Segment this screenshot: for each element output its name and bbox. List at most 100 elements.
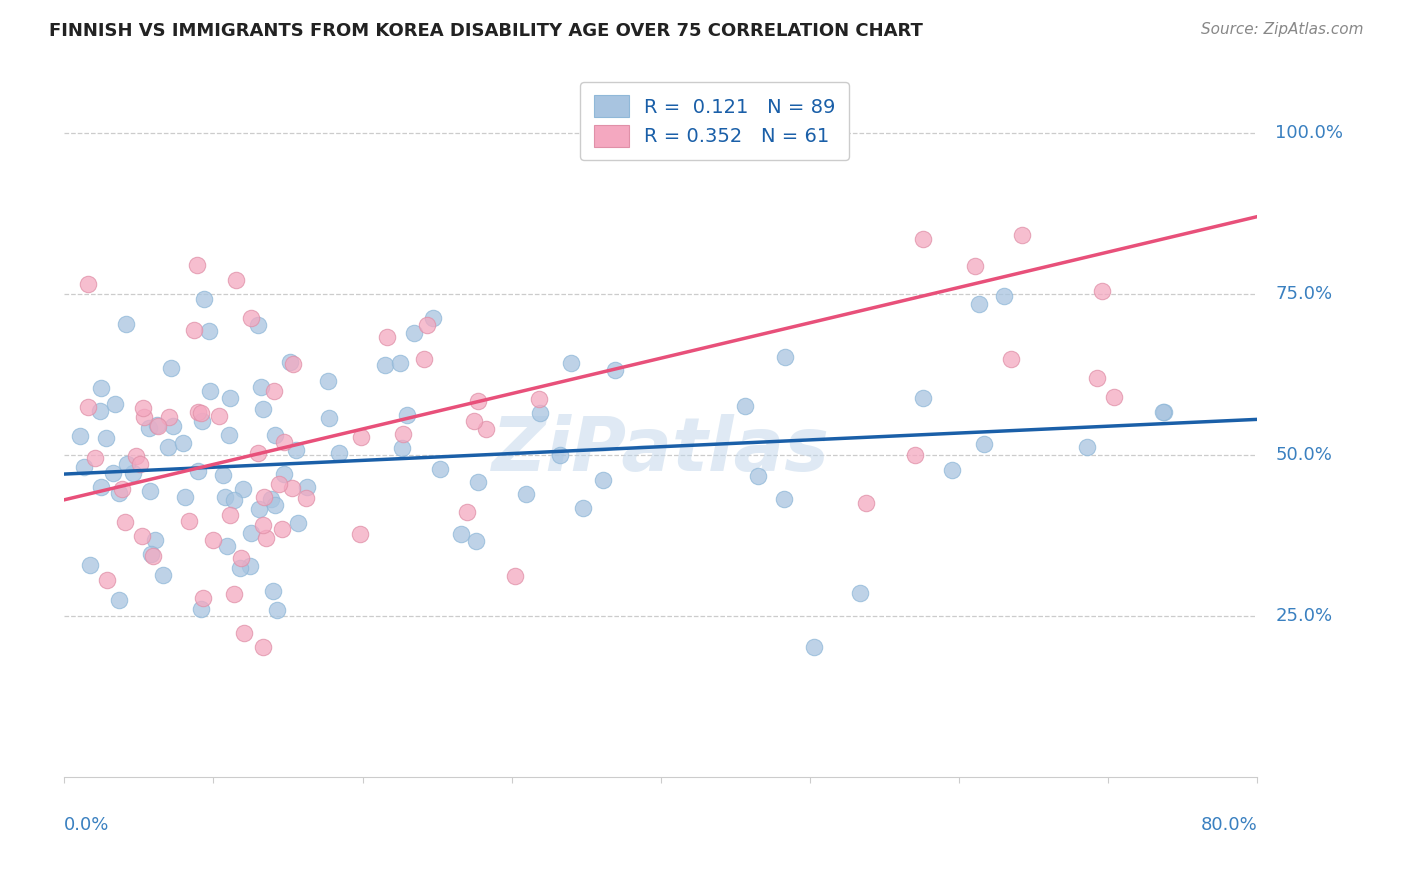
Text: ZiPatlas: ZiPatlas: [492, 415, 830, 487]
Point: [269, 477, 291, 491]
Point: [503, 569, 526, 583]
Point: [183, 323, 205, 337]
Point: [773, 350, 796, 364]
Text: 75.0%: 75.0%: [1275, 285, 1333, 302]
Point: [1011, 227, 1033, 242]
Point: [467, 393, 489, 408]
Text: 0.0%: 0.0%: [65, 815, 110, 833]
Point: [129, 457, 152, 471]
Point: [191, 591, 214, 605]
Point: [114, 515, 136, 529]
Point: [104, 397, 127, 411]
Point: [271, 522, 294, 536]
Point: [350, 430, 373, 444]
Point: [515, 487, 537, 501]
Point: [173, 490, 195, 504]
Point: [247, 502, 270, 516]
Point: [73, 460, 96, 475]
Point: [84, 450, 107, 465]
Point: [294, 491, 316, 505]
Point: [193, 293, 215, 307]
Point: [240, 526, 263, 541]
Point: [572, 500, 595, 515]
Point: [592, 473, 614, 487]
Point: [186, 258, 208, 272]
Point: [239, 559, 262, 574]
Text: 25.0%: 25.0%: [1275, 607, 1333, 624]
Point: [198, 384, 221, 398]
Point: [239, 311, 262, 326]
Point: [973, 436, 995, 450]
Point: [993, 289, 1015, 303]
Point: [76, 401, 98, 415]
Point: [219, 391, 242, 405]
Point: [190, 406, 212, 420]
Point: [375, 330, 398, 344]
Point: [254, 531, 277, 545]
Point: [912, 232, 935, 246]
Point: [115, 318, 138, 332]
Point: [283, 357, 305, 371]
Point: [252, 640, 274, 654]
Point: [402, 326, 425, 340]
Point: [159, 361, 181, 376]
Point: [349, 527, 371, 541]
Point: [416, 318, 439, 332]
Point: [101, 467, 124, 481]
Point: [803, 640, 825, 654]
Point: [218, 508, 240, 522]
Point: [143, 533, 166, 548]
Point: [295, 479, 318, 493]
Point: [548, 448, 571, 462]
Point: [131, 528, 153, 542]
Point: [231, 551, 253, 566]
Point: [395, 408, 418, 422]
Point: [139, 547, 162, 561]
Point: [249, 380, 271, 394]
Point: [190, 414, 212, 428]
Point: [208, 409, 231, 423]
Point: [139, 484, 162, 499]
Point: [1091, 285, 1114, 299]
Point: [388, 356, 411, 370]
Point: [263, 384, 285, 399]
Point: [429, 462, 451, 476]
Point: [215, 539, 238, 553]
Point: [273, 467, 295, 481]
Point: [263, 428, 285, 442]
Point: [1085, 371, 1108, 385]
Text: 50.0%: 50.0%: [1275, 446, 1333, 464]
Point: [159, 409, 181, 424]
Point: [115, 457, 138, 471]
Point: [463, 414, 485, 428]
Point: [142, 549, 165, 564]
Point: [152, 567, 174, 582]
Point: [278, 355, 301, 369]
Point: [218, 427, 240, 442]
Point: [1102, 390, 1125, 404]
Point: [253, 490, 276, 504]
Point: [1000, 351, 1022, 366]
Point: [187, 464, 209, 478]
Point: [121, 467, 143, 481]
Point: [211, 468, 233, 483]
Point: [77, 277, 100, 292]
Point: [89, 403, 111, 417]
Point: [214, 490, 236, 504]
Point: [107, 592, 129, 607]
Point: [465, 533, 488, 548]
Point: [96, 574, 118, 588]
Point: [260, 491, 283, 506]
Point: [392, 426, 415, 441]
Point: [69, 429, 91, 443]
Point: [224, 586, 246, 600]
Point: [467, 475, 489, 489]
Point: [855, 496, 877, 510]
Point: [450, 527, 472, 541]
Point: [281, 481, 304, 495]
Point: [456, 505, 478, 519]
Point: [233, 626, 256, 640]
Point: [90, 380, 112, 394]
Point: [475, 422, 498, 436]
Point: [772, 491, 794, 506]
